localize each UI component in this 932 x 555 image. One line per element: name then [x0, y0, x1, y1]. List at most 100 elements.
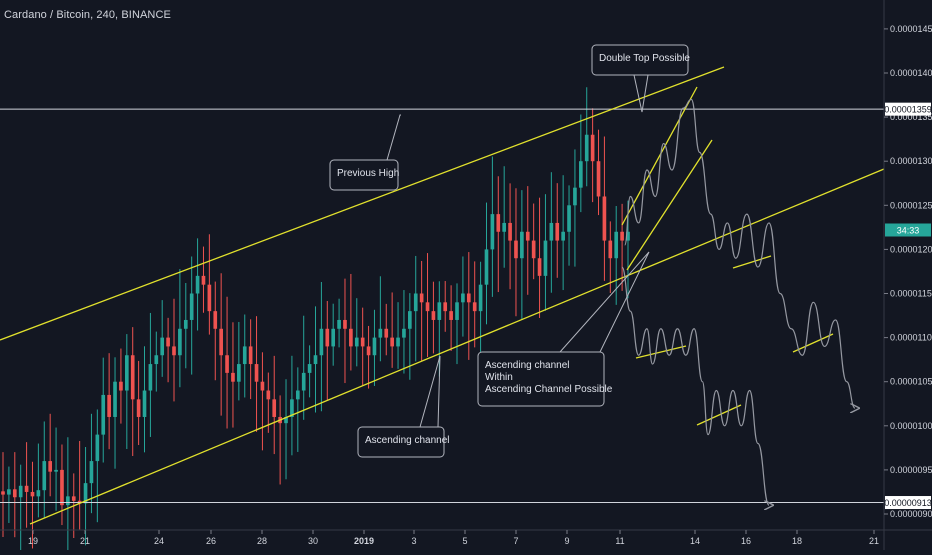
candle-body	[83, 483, 88, 504]
drawings	[0, 66, 885, 525]
x-tick-label: 5	[462, 536, 467, 546]
candle	[354, 298, 359, 367]
candle-body	[366, 346, 371, 356]
candle-body	[590, 134, 595, 162]
x-tick-label: 14	[690, 536, 700, 546]
candle-body	[242, 346, 247, 365]
candle-body	[525, 231, 530, 241]
candle-body	[290, 399, 294, 417]
candle-body	[60, 469, 64, 506]
candle	[54, 427, 58, 511]
candle	[136, 360, 141, 446]
candle	[466, 252, 471, 360]
candle-body	[66, 496, 70, 506]
candle	[290, 355, 294, 456]
candle-body	[484, 249, 489, 285]
ascending-channel-callout-pointer	[419, 355, 441, 428]
candle-body	[319, 328, 324, 356]
candle-body	[413, 293, 418, 312]
candle-body	[101, 394, 106, 435]
candle	[360, 307, 365, 386]
candle-body	[579, 161, 583, 188]
candle	[620, 203, 624, 291]
x-tick-label: 2019	[354, 536, 374, 546]
candle-body	[237, 364, 241, 382]
candle-body	[71, 496, 76, 501]
candle	[48, 413, 52, 497]
candle-body	[478, 284, 483, 312]
candle	[402, 290, 406, 374]
countdown-tag-text: 34:33	[897, 225, 920, 235]
callouts: Previous High Double Top Possible Ascendin…	[329, 44, 690, 458]
candle	[537, 197, 542, 318]
candle-body	[490, 214, 495, 250]
double-top-callout-box	[591, 44, 689, 76]
candle	[225, 296, 229, 429]
candle	[408, 293, 412, 380]
candle	[189, 256, 194, 375]
candle-body	[201, 275, 206, 285]
candle	[83, 447, 88, 546]
channel-within-callout-text: Ascending Channel Possible	[485, 384, 613, 395]
inner-channel-upper-line	[621, 86, 698, 226]
candle	[419, 260, 424, 361]
candle	[107, 353, 111, 450]
candle	[396, 302, 400, 369]
candle-body	[12, 489, 17, 498]
candle-body	[231, 372, 235, 382]
candle-body	[502, 222, 507, 232]
candle-body	[7, 489, 11, 495]
candle-body	[219, 328, 223, 356]
candle-body	[30, 491, 35, 497]
candle-body	[437, 302, 442, 320]
candle	[478, 261, 483, 369]
candle	[66, 437, 70, 555]
x-tick-label: 28	[257, 536, 267, 546]
candle	[124, 334, 129, 450]
candle	[101, 357, 106, 463]
candle-body	[626, 231, 630, 241]
candle-body	[119, 381, 123, 391]
candle	[183, 282, 188, 369]
candle-body	[372, 337, 377, 356]
candle-body	[130, 355, 135, 400]
candle-body	[343, 319, 347, 329]
candle-body	[160, 337, 165, 356]
channel-upper-line	[0, 66, 725, 341]
candle-body	[172, 346, 176, 356]
double-top-callout-text: Double Top Possible	[599, 53, 690, 64]
candle	[178, 269, 182, 388]
candle	[319, 282, 324, 412]
candle-body	[520, 231, 524, 259]
candle-body	[1, 491, 5, 495]
candle	[213, 281, 218, 381]
candle	[443, 281, 448, 332]
candle	[219, 273, 223, 416]
candle-body	[466, 293, 471, 303]
candle	[508, 183, 512, 290]
inner-channel-lower-line	[626, 139, 713, 271]
candle-body	[472, 302, 477, 312]
candle-body	[48, 461, 52, 472]
candle	[596, 129, 601, 216]
candle-body	[549, 222, 554, 241]
candle-body	[419, 293, 424, 303]
candle-body	[248, 346, 253, 365]
candle	[201, 246, 206, 313]
x-tick-label: 3	[411, 536, 416, 546]
candle	[502, 166, 507, 268]
candle	[160, 300, 165, 377]
candle-body	[225, 355, 229, 373]
candle-body	[124, 355, 129, 391]
previous-high-tag-bg	[885, 102, 931, 116]
x-tick-label: 11	[615, 536, 624, 546]
candle-body	[408, 311, 412, 329]
